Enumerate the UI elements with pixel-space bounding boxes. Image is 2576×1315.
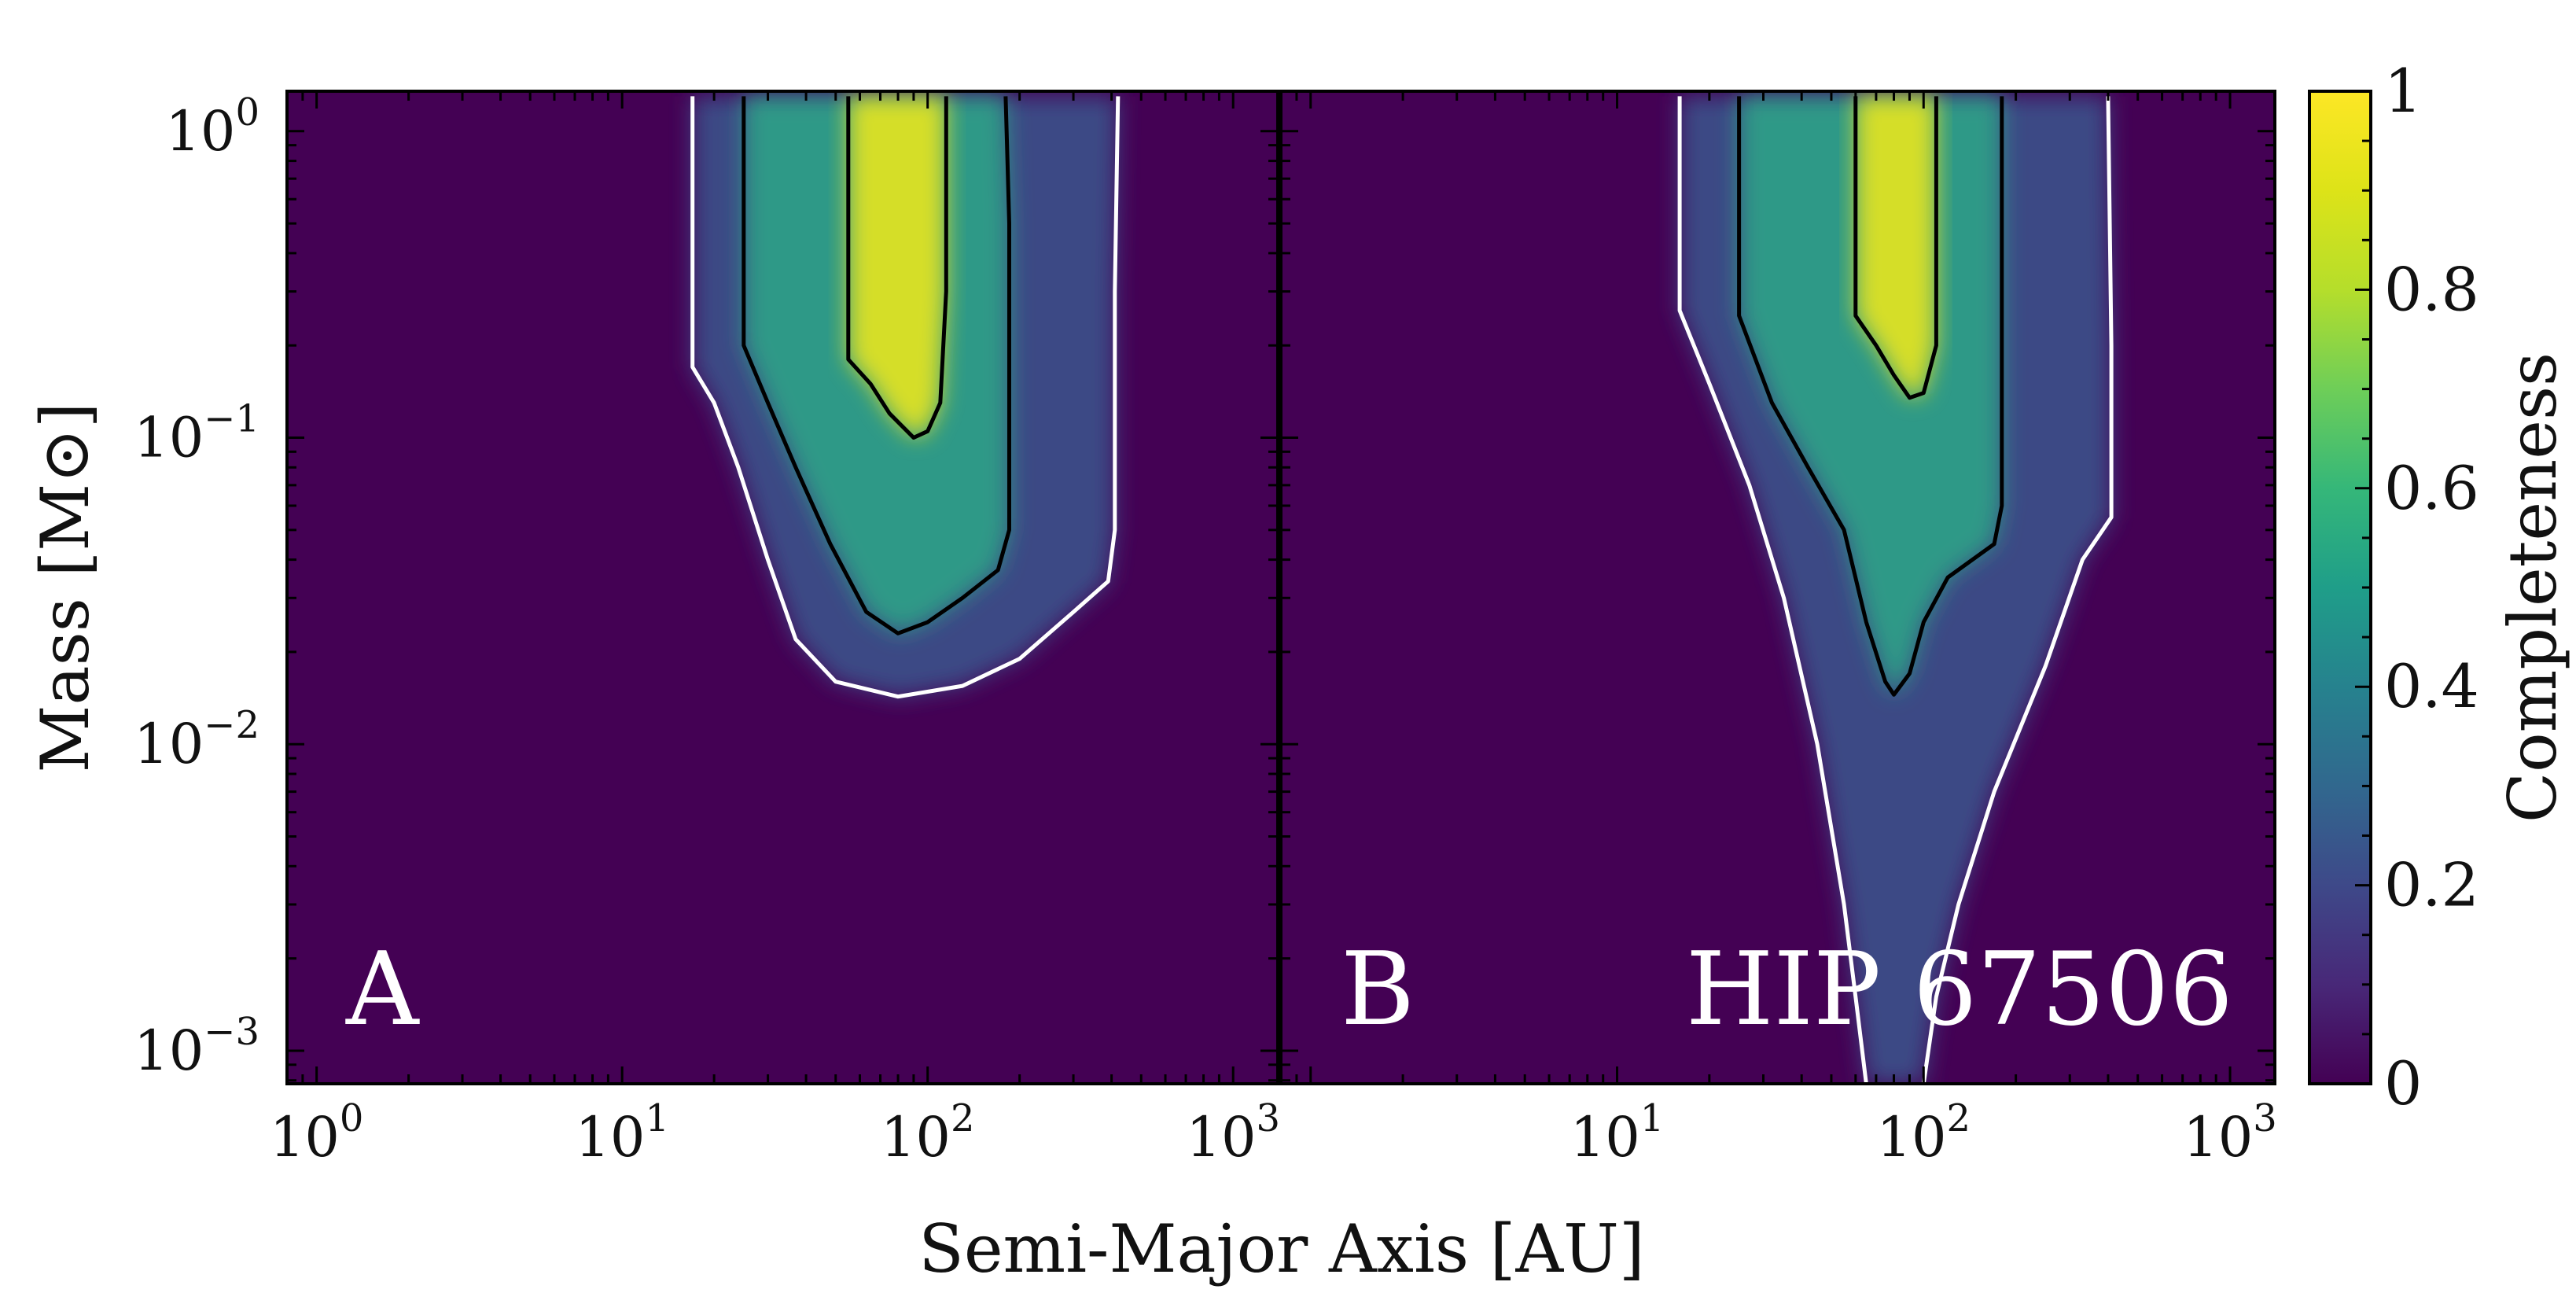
colorbar-gradient: [2308, 90, 2372, 1085]
colorbar-tick-label: 0.4: [2384, 651, 2479, 721]
contour-line-0_9: [846, 96, 948, 440]
colorbar-tick-label: 0.6: [2384, 453, 2479, 523]
panel-a-frame: [285, 90, 1279, 1085]
y-tick-label: 10−1: [134, 397, 259, 470]
completeness-region: [848, 96, 947, 438]
panel-b-label: B: [1341, 931, 1415, 1048]
x-tick-label: 101: [1570, 1096, 1665, 1170]
contour-line-0_5: [742, 96, 1011, 635]
x-axis-label: Semi-Major Axis [AU]: [918, 1210, 1644, 1287]
colorbar-tick-label: 0: [2384, 1048, 2422, 1118]
panel-a: A: [285, 90, 1279, 1085]
panel-a-contours: [690, 96, 1121, 699]
y-axis-label: Mass [M⊙]: [27, 403, 104, 773]
x-tick-label: 101: [575, 1096, 669, 1170]
panel-b-target-label: HIP 67506: [1686, 931, 2233, 1048]
colorbar-tick-label: 0.8: [2384, 254, 2479, 324]
colorbar-ticks: 0 0.2 0.4 0.6 0.8 1: [2355, 56, 2479, 1118]
contour-line-0_9: [1853, 96, 1938, 400]
completeness-region: [1855, 96, 1937, 398]
colorbar-tick-label: 1: [2384, 56, 2422, 126]
x-tick-label: 102: [1876, 1096, 1971, 1170]
x-tick-label: 100: [270, 1096, 364, 1170]
colorbar-label: Completeness: [2494, 352, 2571, 823]
x-tick-label: 102: [881, 1096, 975, 1170]
panel-b: B HIP 67506: [1279, 90, 2276, 1085]
y-tick-label: 10−2: [134, 703, 259, 776]
x-tick-labels: 100 101 102 103 101 102 103: [270, 1096, 2277, 1170]
colorbar: 0 0.2 0.4 0.6 0.8 1 Completeness: [2308, 56, 2571, 1118]
panel-a-label: A: [345, 931, 420, 1048]
x-tick-label: 103: [2183, 1096, 2277, 1170]
y-tick-label: 10−3: [134, 1010, 259, 1083]
contour-line-0_1: [1677, 96, 1868, 1084]
contour-line-0_1: [690, 96, 1121, 699]
colorbar-tick-label: 0.2: [2384, 850, 2479, 920]
panel-b-frame: [1279, 90, 2276, 1085]
contour-line-0_5: [1737, 96, 2004, 697]
y-tick-label: 100: [165, 90, 259, 164]
x-tick-label: 103: [1186, 1096, 1280, 1170]
contour-line-0_1: [1921, 96, 2114, 1084]
y-tick-labels: 100 10−1 10−2 10−3: [134, 90, 259, 1083]
panel-b-contours: [1677, 96, 2114, 1084]
